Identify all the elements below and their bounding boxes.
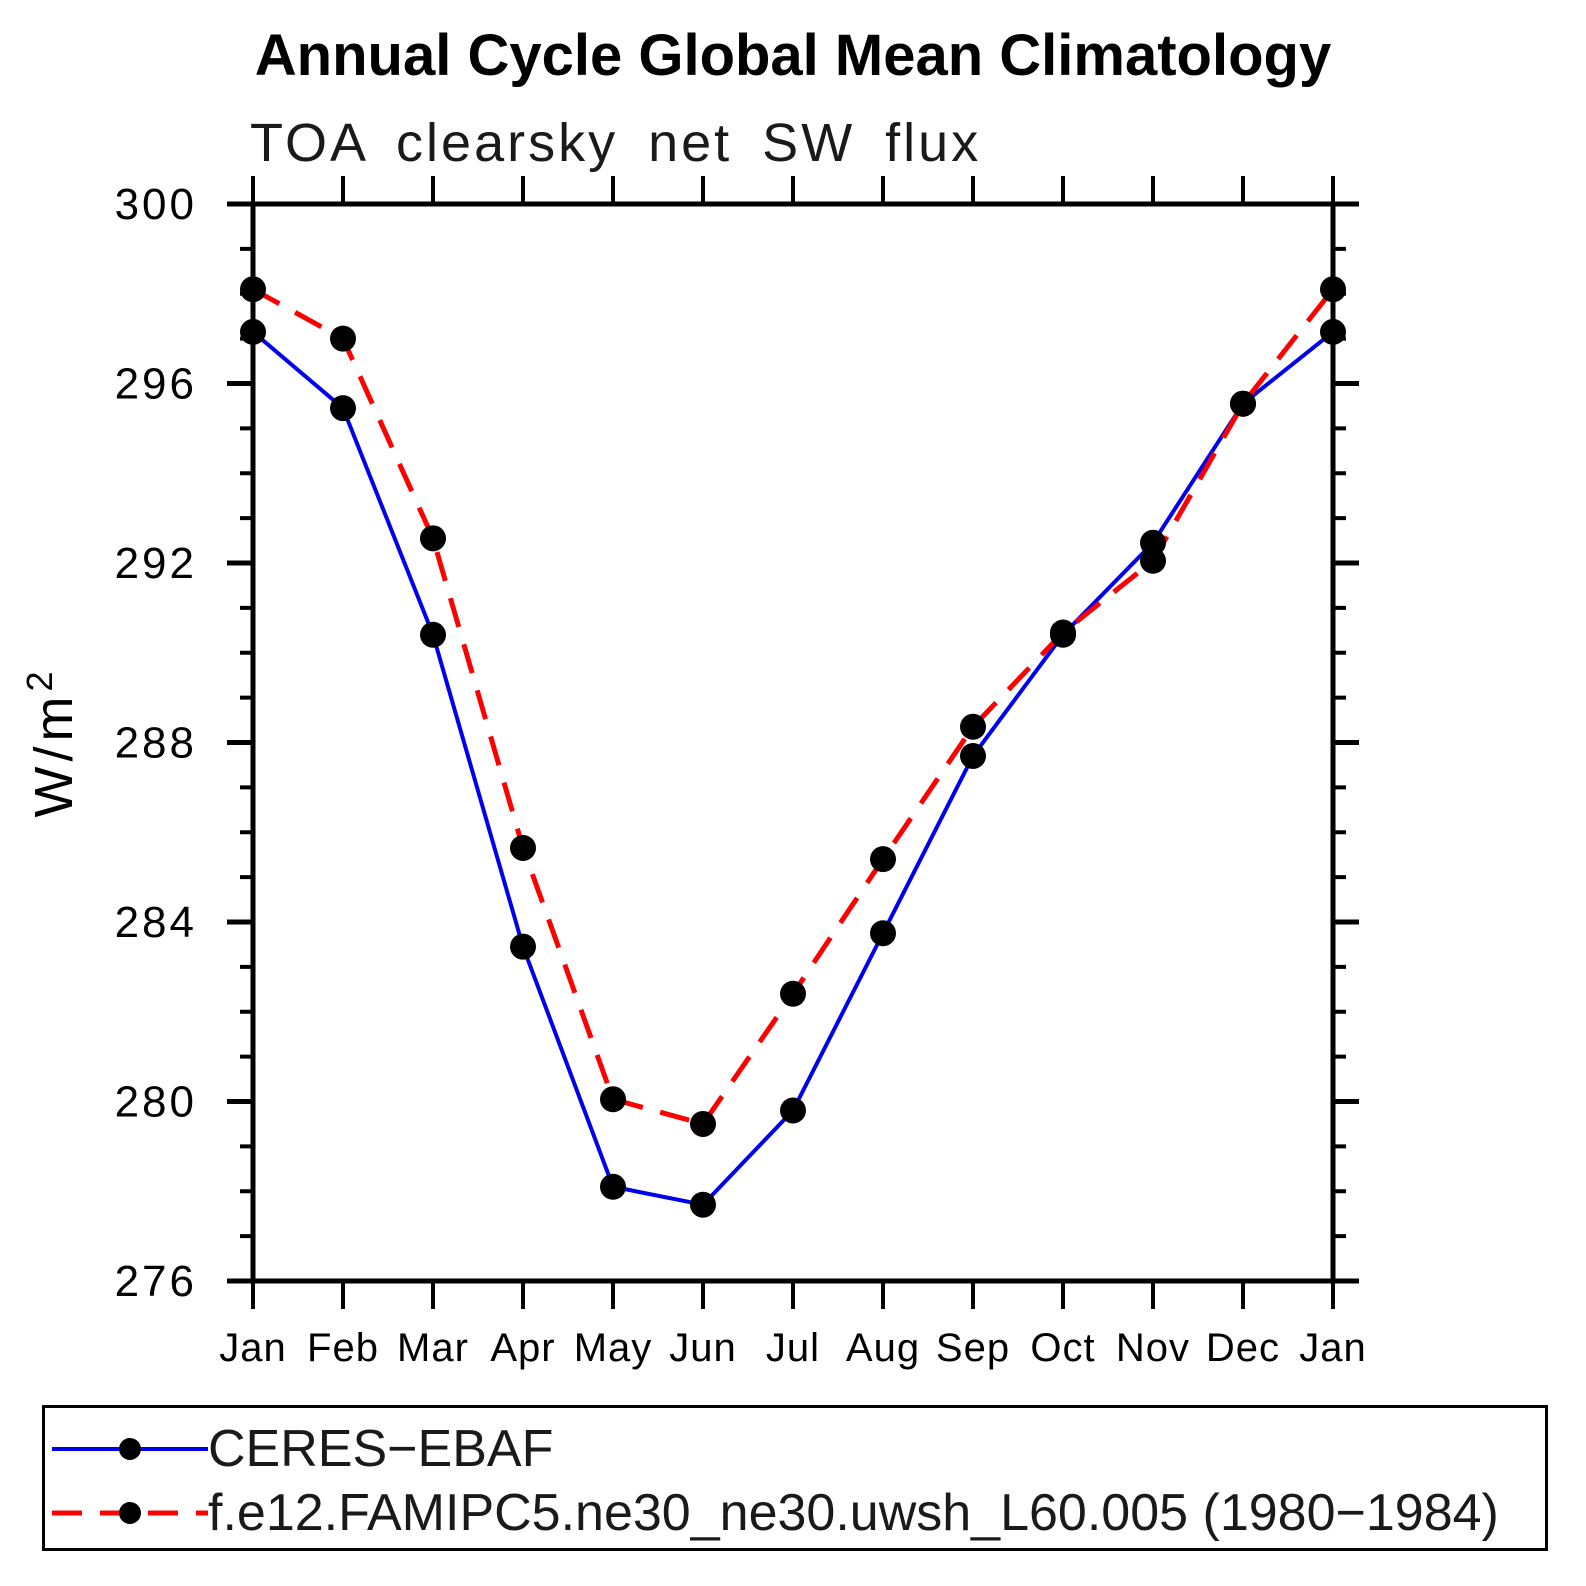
data-point-marker-s0 <box>690 1191 716 1218</box>
legend-sample-ceres <box>52 1438 208 1460</box>
chart-title: Annual Cycle Global Mean Climatology <box>254 23 1332 88</box>
data-point-marker-s0 <box>1140 529 1166 556</box>
x-tick-label: Jul <box>766 1326 820 1370</box>
x-tick-label: Feb <box>307 1326 379 1370</box>
data-point-marker-s1 <box>870 846 896 873</box>
data-point-marker-s1 <box>1050 619 1076 646</box>
y-axis-title: W/m2 <box>19 667 84 818</box>
x-tick-label: Apr <box>490 1326 555 1370</box>
y-tick-label: 300 <box>115 180 197 229</box>
x-tick-label: Mar <box>397 1326 469 1370</box>
x-tick-label: Aug <box>846 1326 920 1370</box>
x-tick-label: Sep <box>936 1326 1010 1370</box>
y-tick-label: 284 <box>115 898 197 947</box>
chart-subtitle: TOA clearsky net SW flux <box>250 113 982 173</box>
data-point-marker-s0 <box>420 621 446 648</box>
x-tick-label: Oct <box>1030 1326 1095 1370</box>
data-point-marker-s1 <box>420 525 446 552</box>
data-point-marker-s1 <box>330 325 356 352</box>
legend: CERES−EBAF f.e12.FAMIPC5.ne30_ne30.uwsh_… <box>42 1405 1548 1551</box>
data-point-marker-s0 <box>960 742 986 769</box>
data-point-marker-s0 <box>240 318 266 345</box>
x-tick-label: May <box>574 1326 653 1370</box>
y-tick-label: 296 <box>115 360 197 409</box>
data-point-marker-s1 <box>1140 547 1166 574</box>
plot-area: Jan Feb Mar Apr May Jun Jul Aug Sep Oct Nov Dec Jan 2… <box>19 176 1367 1370</box>
y-tick-label: 280 <box>115 1078 197 1127</box>
x-tick-label: Dec <box>1206 1326 1280 1370</box>
x-tick-label: Jun <box>669 1326 737 1370</box>
data-point-marker-s1 <box>1320 276 1346 303</box>
x-tick-label: Nov <box>1116 1326 1190 1370</box>
legend-ceres-marker <box>119 1438 141 1460</box>
legend-model-marker <box>119 1502 141 1524</box>
data-point-marker-s0 <box>510 933 536 960</box>
x-tick-label: Jan <box>1299 1326 1367 1370</box>
x-tick-label: Jan <box>219 1326 287 1370</box>
legend-sample-model <box>52 1502 208 1524</box>
data-point-marker-s0 <box>600 1173 626 1200</box>
data-point-marker-s1 <box>600 1086 626 1113</box>
data-point-marker-s1 <box>690 1110 716 1137</box>
data-point-marker-s0 <box>1320 318 1346 345</box>
legend-label-model: f.e12.FAMIPC5.ne30_ne30.uwsh_L60.005 (19… <box>208 1484 1499 1542</box>
data-point-marker-s1 <box>240 276 266 303</box>
y-tick-label: 288 <box>115 719 197 768</box>
y-tick-label: 276 <box>115 1257 197 1306</box>
series-line-0 <box>251 330 1335 1207</box>
data-point-marker-s1 <box>510 834 536 861</box>
y-tick-label: 292 <box>115 539 197 588</box>
data-point-marker-s0 <box>780 1097 806 1124</box>
data-point-marker-s1 <box>960 713 986 740</box>
data-point-marker-s1 <box>780 980 806 1007</box>
data-point-marker-s0 <box>330 395 356 422</box>
data-point-marker-s0 <box>870 920 896 947</box>
legend-label-ceres: CERES−EBAF <box>208 1420 554 1478</box>
data-point-marker-s1 <box>1230 390 1256 417</box>
